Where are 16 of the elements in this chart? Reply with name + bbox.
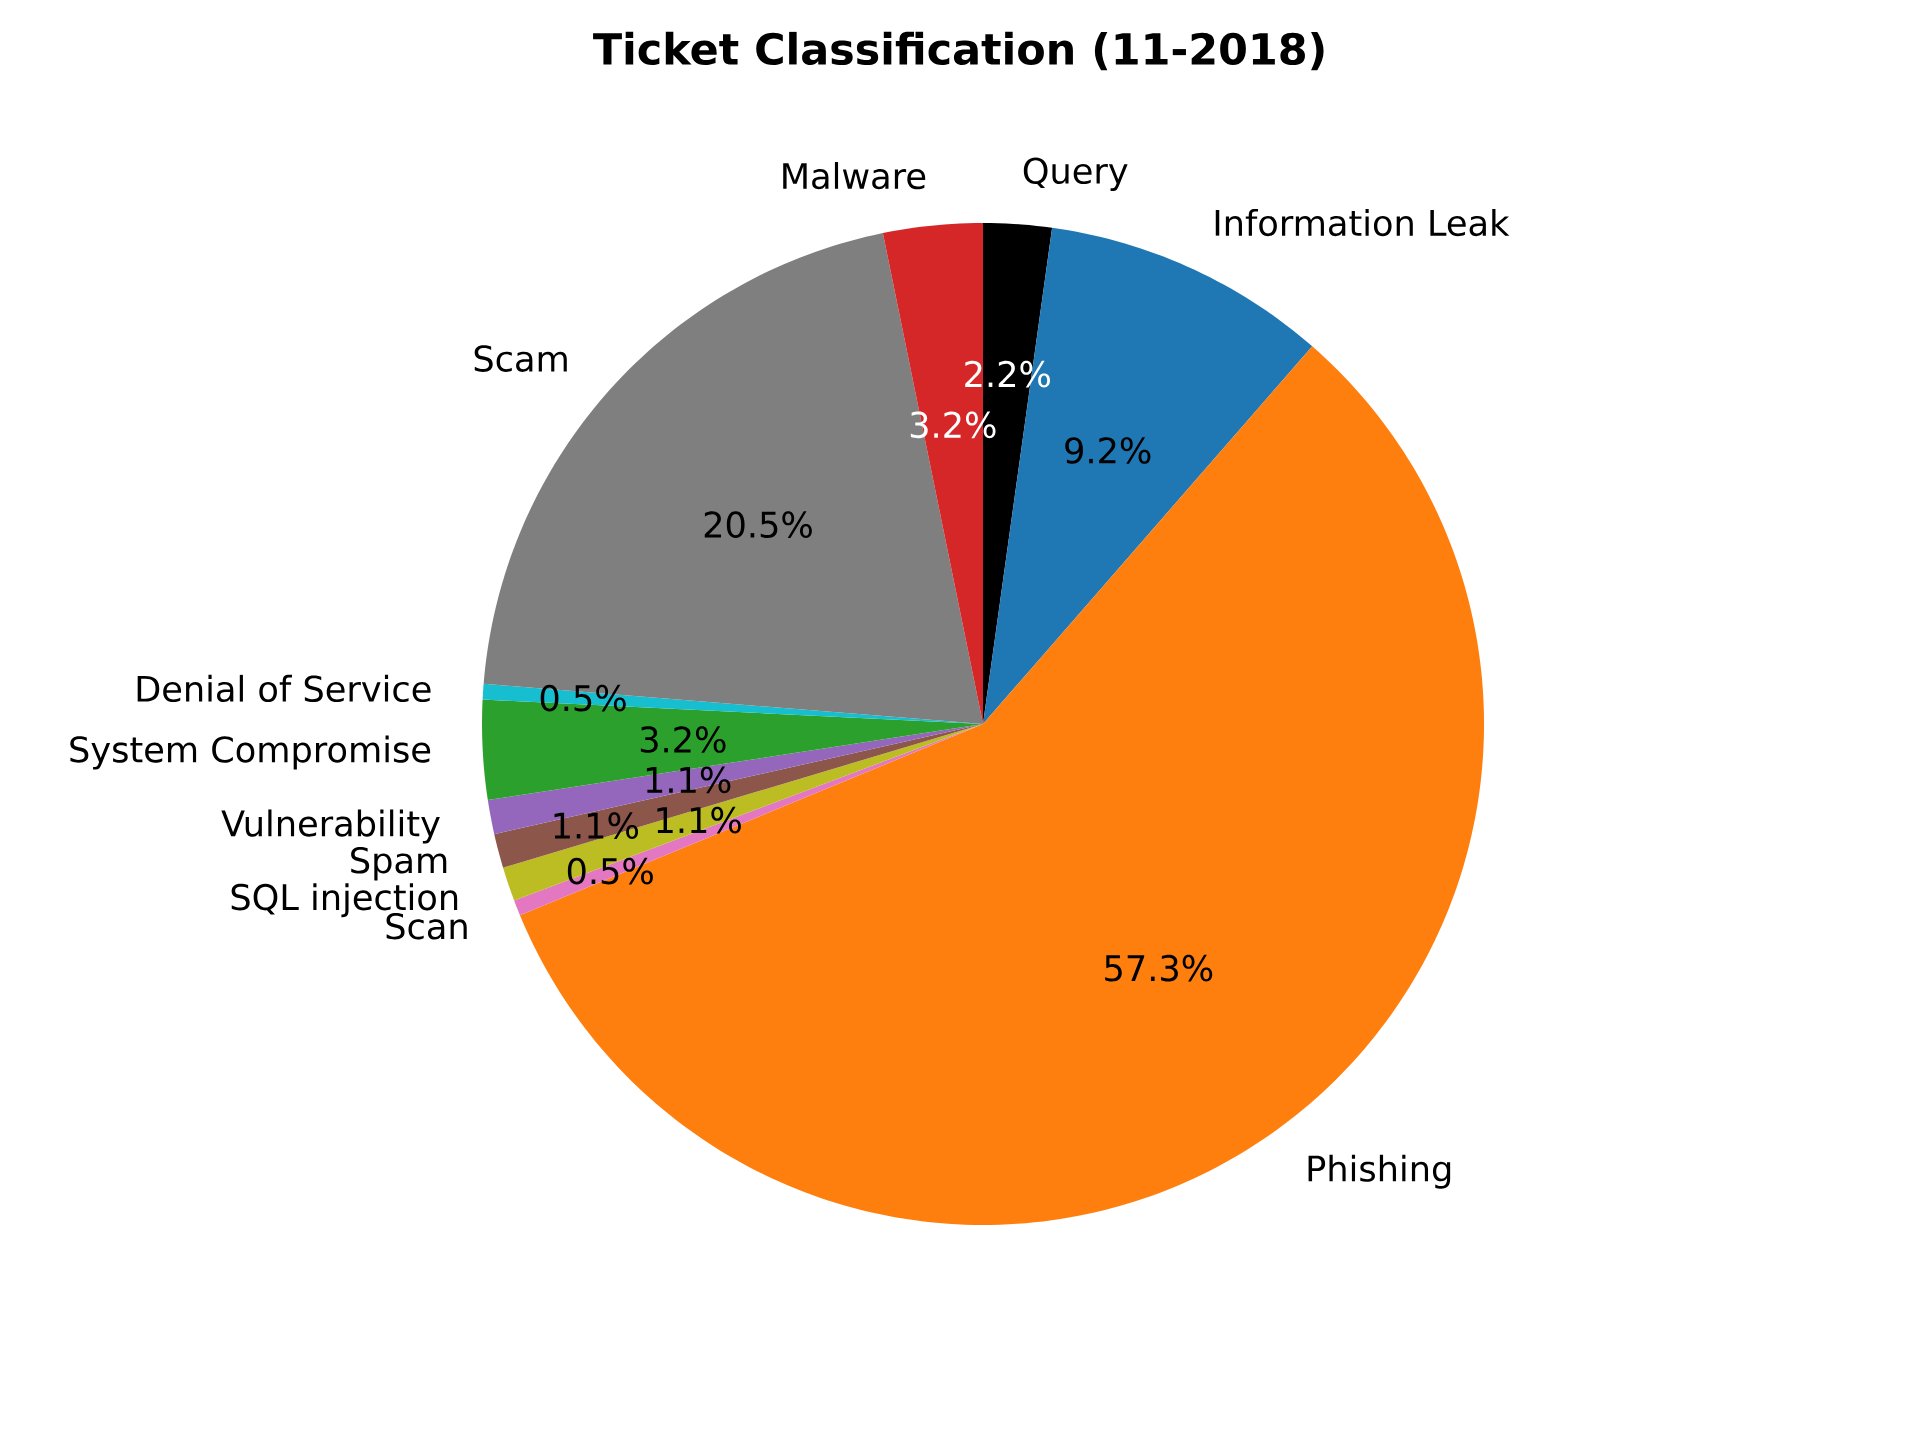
slice-label: Information Leak <box>1215 208 1510 237</box>
slice-label: Denial of Service <box>137 674 431 703</box>
slice-label: Spam <box>351 846 447 881</box>
slice-label: Query <box>1023 157 1128 191</box>
data-label: 1.1% <box>554 812 639 839</box>
data-label: 3.2% <box>640 726 726 753</box>
slice-label: Malware <box>783 162 926 190</box>
slice-label: System Compromise <box>70 735 431 770</box>
data-label: 20.5% <box>704 511 812 538</box>
slice-label: Phishing <box>1308 1154 1451 1189</box>
data-label: 57.3% <box>1105 954 1213 982</box>
data-label: 1.1% <box>646 766 731 794</box>
chart-title: Ticket Classification (11-2018) <box>593 31 1324 71</box>
data-label: 9.2% <box>1065 437 1151 464</box>
slice-label: Scam <box>474 345 567 372</box>
slice-label: Vulnerability <box>221 809 440 844</box>
